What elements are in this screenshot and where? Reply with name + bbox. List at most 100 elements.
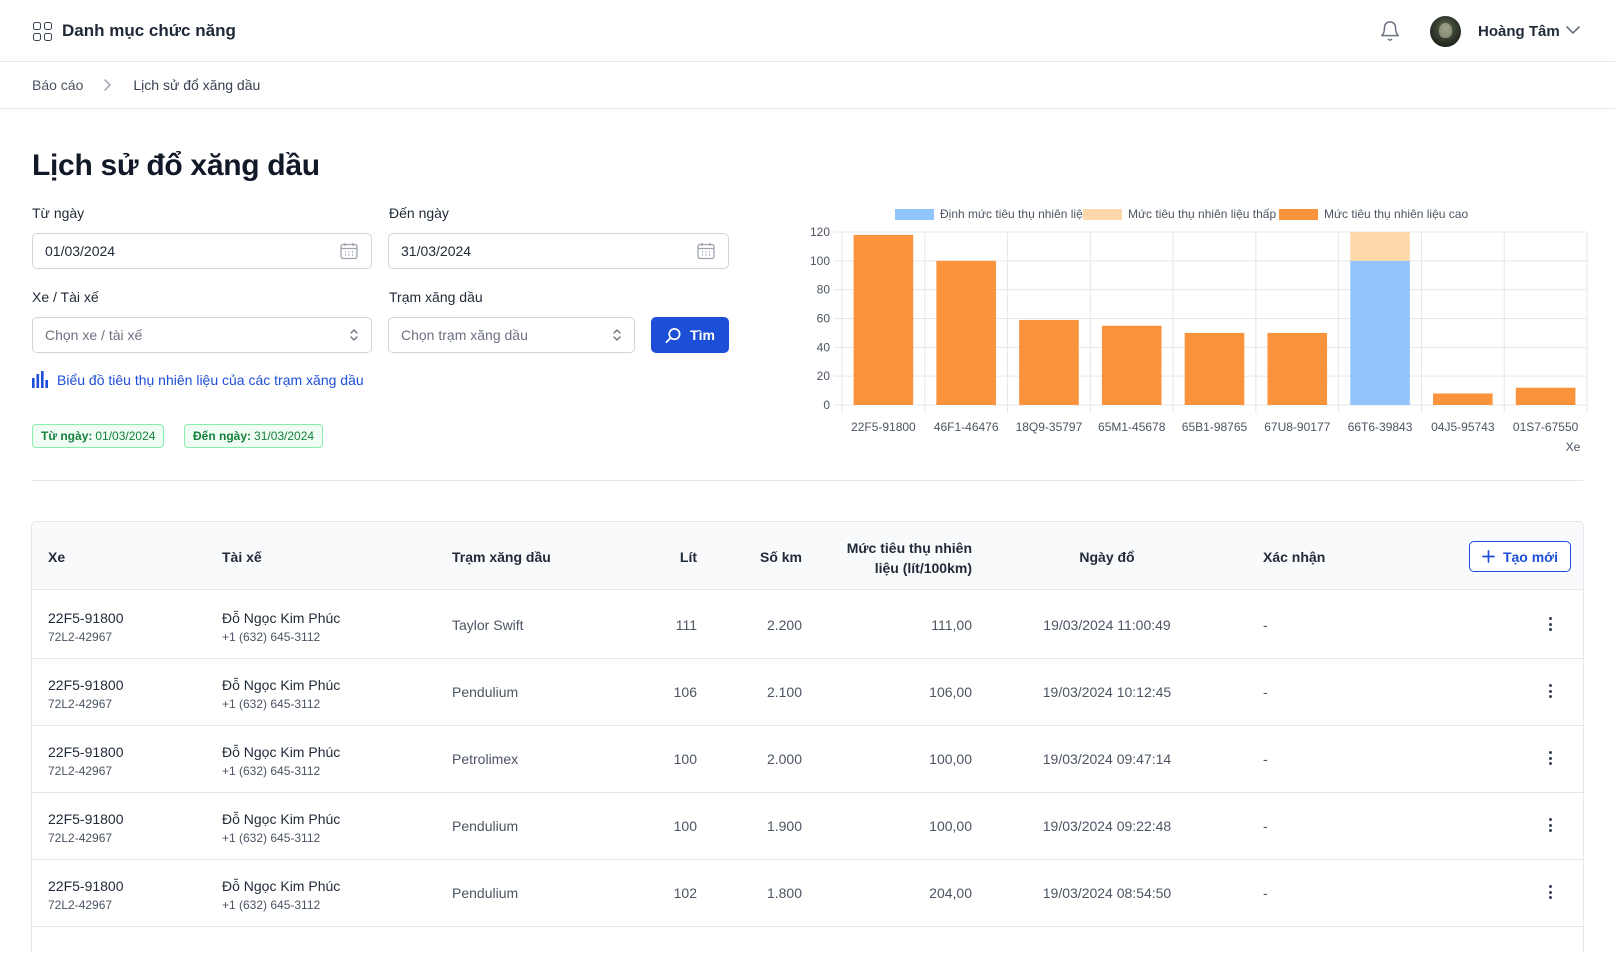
legend-label-1[interactable]: Mức tiêu thụ nhiên liệu thấp (1128, 207, 1276, 221)
bar-46F1-46476-s2[interactable] (936, 260, 996, 405)
search-button[interactable]: Tìm (651, 317, 729, 353)
bar-67U8-90177-s2[interactable] (1267, 332, 1328, 405)
create-new-button[interactable]: Tạo mới (1469, 541, 1571, 572)
station-select[interactable]: Chọn trạm xăng dầu (388, 317, 635, 353)
vehicle-plate[interactable]: 22F5-91800 (48, 811, 124, 827)
table-row[interactable]: 22F5-91800 72L2-42967 Đỗ Ngọc Kim Phúc +… (32, 657, 1583, 726)
driver-name[interactable]: Đỗ Ngọc Kim Phúc (222, 677, 341, 693)
confirm-value: - (1263, 684, 1268, 700)
station-label: Trạm xăng dầu (389, 289, 483, 305)
legend-swatch-0[interactable] (895, 209, 934, 220)
to-date-tag-value: 31/03/2024 (254, 429, 315, 443)
vehicle-plate[interactable]: 22F5-91800 (48, 744, 124, 760)
vehicle-driver-placeholder: Chọn xe / tài xế (45, 327, 143, 343)
bar-66T6-39843-s1[interactable] (1350, 232, 1410, 261)
consumption-value: 111,00 (931, 617, 972, 633)
vehicle-plate[interactable]: 22F5-91800 (48, 610, 124, 626)
confirm-value: - (1263, 617, 1268, 633)
y-tick-label: 40 (817, 340, 831, 354)
table-row[interactable]: 22F5-91800 72L2-42967 Đỗ Ngọc Kim Phúc +… (32, 858, 1583, 927)
bell-icon[interactable] (1379, 20, 1401, 42)
avatar[interactable] (1430, 16, 1461, 47)
more-vertical-icon[interactable] (1542, 815, 1558, 835)
station-name: Petrolimex (452, 751, 519, 767)
table-row[interactable]: 22F5-91800 72L2-42967 Đỗ Ngọc Kim Phúc +… (32, 724, 1583, 793)
header-consumption-line2: liệu (lít/100km) (874, 560, 972, 576)
fuel-history-table: Xe Tài xế Trạm xăng dầu Lít Số km Mức ti… (31, 521, 1584, 953)
km-value: 2.000 (766, 751, 802, 767)
more-vertical-icon[interactable] (1542, 614, 1558, 634)
legend-label-0[interactable]: Định mức tiêu thụ nhiên liệu (940, 207, 1089, 221)
fuel-chart-link[interactable]: Biểu đồ tiêu thụ nhiên liệu của các trạm… (32, 371, 364, 388)
from-date-input[interactable]: 01/03/2024 (32, 233, 372, 269)
header-liters[interactable]: Lít (679, 549, 697, 565)
bar-18Q9-35797-s2[interactable] (1019, 319, 1079, 405)
calendar-icon[interactable] (696, 241, 716, 261)
header-date[interactable]: Ngày đổ (1079, 549, 1135, 565)
station-name: Pendulium (452, 684, 519, 700)
to-date-value: 31/03/2024 (401, 243, 472, 259)
create-new-label: Tạo mới (1502, 548, 1559, 565)
breadcrumb-report[interactable]: Báo cáo (32, 77, 84, 93)
legend-swatch-1[interactable] (1083, 209, 1122, 220)
bar-01S7-67550-s2[interactable] (1515, 387, 1576, 405)
x-tick-label: 66T6-39843 (1348, 420, 1413, 434)
vehicle-plate[interactable]: 22F5-91800 (48, 878, 124, 894)
calendar-icon[interactable] (339, 241, 359, 261)
date-value: 19/03/2024 09:47:14 (1042, 751, 1172, 767)
bar-66T6-39843-s0[interactable] (1350, 260, 1410, 405)
header-consumption[interactable]: Mức tiêu thụ nhiên liệu (lít/100km) (822, 538, 972, 578)
bar-65B1-98765-s2[interactable] (1184, 332, 1245, 405)
x-tick-label: 46F1-46476 (934, 420, 999, 434)
header-km[interactable]: Số km (759, 549, 802, 565)
station-name: Taylor Swift (452, 617, 524, 633)
km-value: 1.800 (766, 885, 802, 901)
x-tick-label: 04J5-95743 (1431, 420, 1495, 434)
function-menu-button[interactable]: Danh mục chức năng (33, 21, 236, 41)
header-station[interactable]: Trạm xăng dầu (452, 549, 551, 565)
header-consumption-line1: Mức tiêu thụ nhiên (846, 540, 972, 556)
bar-04J5-95743-s2[interactable] (1433, 393, 1493, 405)
header-vehicle[interactable]: Xe (48, 549, 66, 565)
function-menu-label: Danh mục chức năng (62, 21, 236, 40)
from-date-tag: Từ ngày: 01/03/2024 (32, 424, 165, 448)
km-value: 2.100 (766, 684, 802, 700)
date-value: 19/03/2024 08:54:50 (1042, 885, 1172, 901)
legend-swatch-2[interactable] (1279, 209, 1318, 220)
from-date-tag-key: Từ ngày: (41, 429, 93, 443)
to-date-input[interactable]: 31/03/2024 (388, 233, 729, 269)
driver-name[interactable]: Đỗ Ngọc Kim Phúc (222, 811, 341, 827)
driver-name[interactable]: Đỗ Ngọc Kim Phúc (222, 610, 341, 626)
chevron-down-icon[interactable] (1566, 25, 1580, 35)
table-row[interactable]: 22F5-91800 72L2-42967 Đỗ Ngọc Kim Phúc +… (32, 791, 1583, 860)
driver-phone: +1 (632) 645-3112 (222, 630, 321, 644)
table-row[interactable]: 22F5-91800 72L2-42967 Đỗ Ngọc Kim Phúc +… (32, 590, 1583, 659)
chevron-up-down-icon (350, 329, 358, 341)
vehicle-driver-select[interactable]: Chọn xe / tài xế (32, 317, 372, 353)
driver-phone: +1 (632) 645-3112 (222, 898, 321, 912)
bar-22F5-91800-s2[interactable] (853, 234, 914, 405)
liters-value: 111 (675, 617, 697, 633)
more-vertical-icon[interactable] (1542, 882, 1558, 902)
fuel-chart-link-label: Biểu đồ tiêu thụ nhiên liệu của các trạm… (57, 371, 364, 388)
chevron-up-down-icon (613, 329, 621, 341)
driver-name[interactable]: Đỗ Ngọc Kim Phúc (222, 878, 341, 894)
fuel-consumption-chart: Định mức tiêu thụ nhiên liệu Mức tiêu thụ… (787, 196, 1590, 456)
page-title: Lịch sử đổ xăng dầu (32, 149, 320, 182)
more-vertical-icon[interactable] (1542, 748, 1558, 768)
liters-value: 106 (673, 684, 697, 700)
header-confirm[interactable]: Xác nhận (1263, 549, 1326, 565)
vehicle-plate[interactable]: 22F5-91800 (48, 677, 124, 693)
to-date-tag-key: Đến ngày: (193, 429, 252, 443)
user-name[interactable]: Hoàng Tâm (1478, 23, 1560, 40)
to-date-label: Đến ngày (389, 205, 449, 221)
legend-label-2[interactable]: Mức tiêu thụ nhiên liệu cao (1324, 207, 1468, 221)
more-vertical-icon[interactable] (1542, 681, 1558, 701)
y-tick-label: 120 (810, 225, 830, 239)
driver-name[interactable]: Đỗ Ngọc Kim Phúc (222, 744, 341, 760)
consumption-value: 100,00 (929, 818, 972, 834)
header-driver[interactable]: Tài xế (222, 549, 262, 565)
bar-65M1-45678-s2[interactable] (1101, 325, 1162, 405)
from-date-label: Từ ngày (32, 205, 85, 221)
confirm-value: - (1263, 818, 1268, 834)
